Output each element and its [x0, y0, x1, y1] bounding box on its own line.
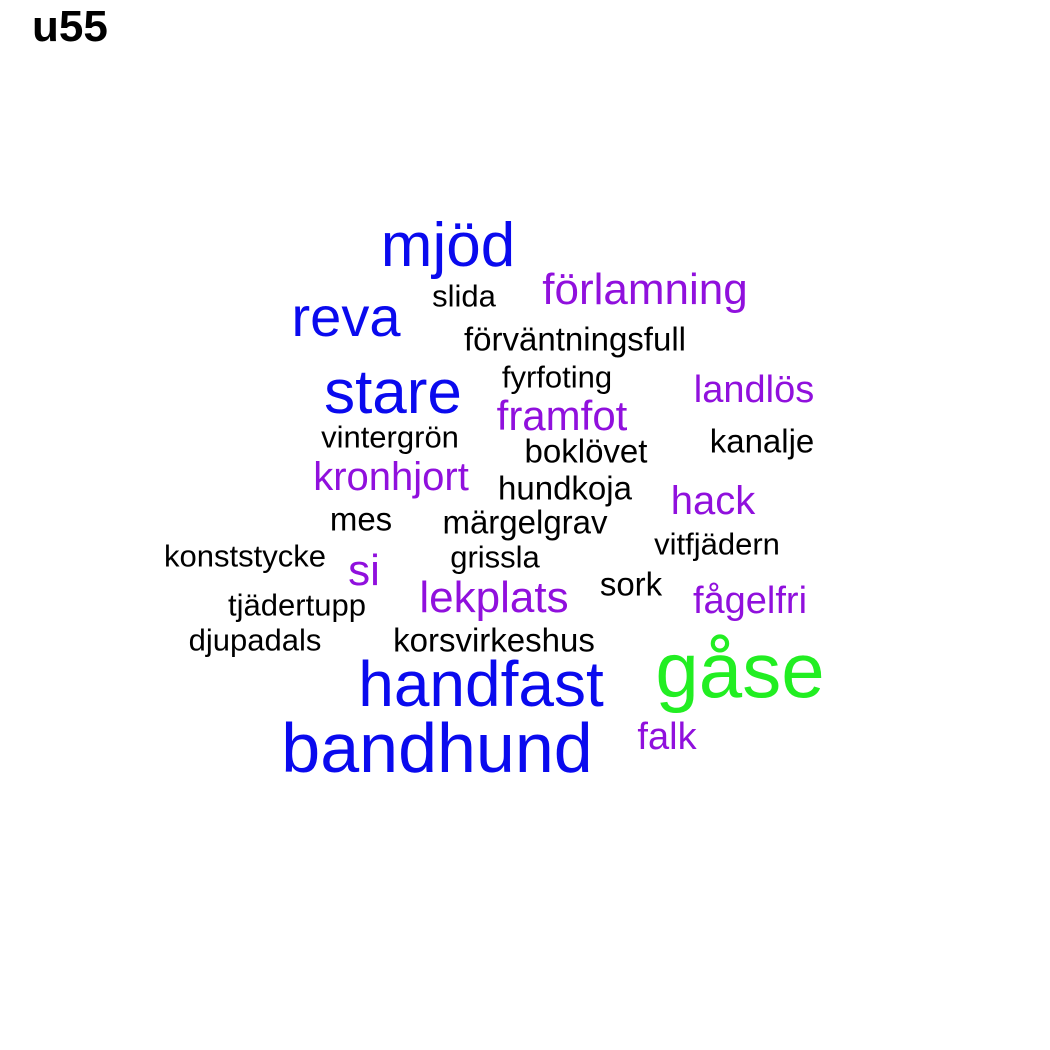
- cloud-word: stare: [324, 358, 462, 427]
- cloud-word: märgelgrav: [442, 503, 608, 541]
- cloud-word: kronhjort: [313, 455, 469, 499]
- page-title: u55: [32, 2, 108, 51]
- cloud-word: handfast: [358, 648, 604, 720]
- cloud-word: bandhund: [281, 709, 593, 787]
- cloud-word: boklövet: [524, 432, 648, 470]
- cloud-word: grissla: [450, 539, 540, 575]
- cloud-word: sork: [599, 565, 663, 603]
- cloud-word: hack: [670, 479, 756, 523]
- cloud-word: lekplats: [419, 573, 569, 622]
- cloud-word: tjädertupp: [228, 587, 366, 623]
- cloud-word: hundkoja: [498, 469, 632, 507]
- cloud-word: gåse: [655, 626, 825, 714]
- cloud-word: konststycke: [164, 538, 326, 574]
- cloud-word: landlös: [693, 369, 815, 411]
- cloud-word: si: [348, 546, 380, 595]
- cloud-word: fyrfoting: [501, 359, 613, 395]
- cloud-word: falk: [637, 716, 697, 758]
- cloud-word: förlamning: [542, 265, 748, 314]
- cloud-word: framfot: [496, 392, 628, 439]
- cloud-word: korsvirkeshus: [393, 621, 595, 659]
- cloud-word: förväntningsfull: [464, 320, 686, 358]
- cloud-word: kanalje: [709, 422, 815, 460]
- cloud-word: mes: [329, 500, 393, 538]
- cloud-word: mjöd: [380, 211, 516, 280]
- cloud-word: vitfjädern: [654, 526, 780, 562]
- cloud-word: djupadals: [188, 622, 322, 658]
- cloud-word: vintergrön: [321, 419, 459, 455]
- cloud-word: slida: [432, 278, 496, 314]
- cloud-word: fågelfri: [692, 580, 808, 622]
- cloud-word: reva: [291, 285, 401, 348]
